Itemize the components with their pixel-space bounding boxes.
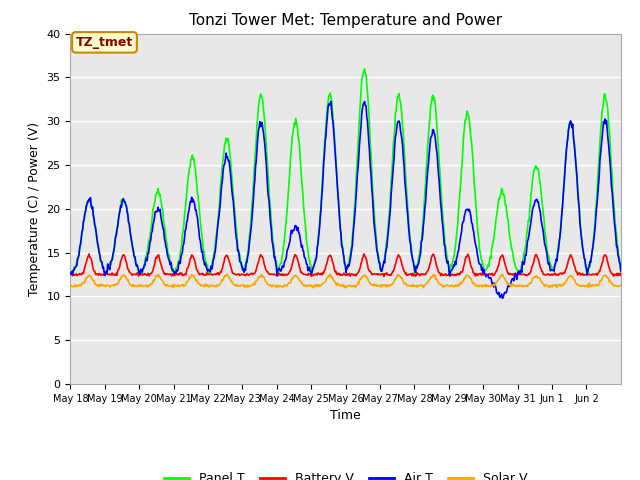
Battery V	[260, 261, 268, 267]
Battery V	[404, 272, 412, 278]
Air T	[67, 271, 74, 276]
Solar V	[233, 281, 241, 287]
Air T	[131, 254, 139, 260]
Solar V	[342, 285, 350, 291]
Panel T	[232, 224, 240, 230]
Panel T	[361, 66, 369, 72]
Text: TZ_tmet: TZ_tmet	[76, 36, 133, 49]
Battery V	[281, 271, 289, 277]
Solar V	[67, 282, 74, 288]
Panel T	[131, 256, 139, 262]
Battery V	[67, 271, 74, 277]
Panel T	[403, 194, 411, 200]
Air T	[617, 268, 625, 274]
Air T	[403, 205, 411, 211]
Air T	[280, 260, 288, 266]
Line: Air T: Air T	[70, 101, 621, 299]
Battery V	[617, 273, 625, 278]
Line: Solar V: Solar V	[70, 274, 621, 288]
Title: Tonzi Tower Met: Temperature and Power: Tonzi Tower Met: Temperature and Power	[189, 13, 502, 28]
Battery V	[85, 251, 93, 257]
Battery V	[233, 272, 241, 278]
Air T	[499, 296, 506, 301]
Solar V	[404, 283, 412, 289]
Line: Battery V: Battery V	[70, 254, 621, 276]
Battery V	[132, 272, 140, 277]
Air T	[434, 161, 442, 167]
X-axis label: Time: Time	[330, 409, 361, 422]
Panel T	[617, 268, 625, 274]
Solar V	[260, 275, 268, 280]
Solar V	[281, 282, 289, 288]
Solar V	[131, 283, 139, 288]
Air T	[232, 235, 240, 240]
Solar V	[223, 271, 230, 277]
Y-axis label: Temperature (C) / Power (V): Temperature (C) / Power (V)	[28, 122, 41, 296]
Solar V	[617, 282, 625, 288]
Solar V	[435, 280, 442, 286]
Line: Panel T: Panel T	[70, 69, 621, 275]
Panel T	[434, 136, 442, 142]
Air T	[260, 129, 268, 135]
Battery V	[380, 274, 388, 279]
Battery V	[435, 269, 442, 275]
Panel T	[583, 272, 591, 277]
Air T	[327, 98, 335, 104]
Panel T	[280, 239, 288, 244]
Panel T	[67, 270, 74, 276]
Panel T	[260, 107, 268, 112]
Legend: Panel T, Battery V, Air T, Solar V: Panel T, Battery V, Air T, Solar V	[159, 467, 532, 480]
